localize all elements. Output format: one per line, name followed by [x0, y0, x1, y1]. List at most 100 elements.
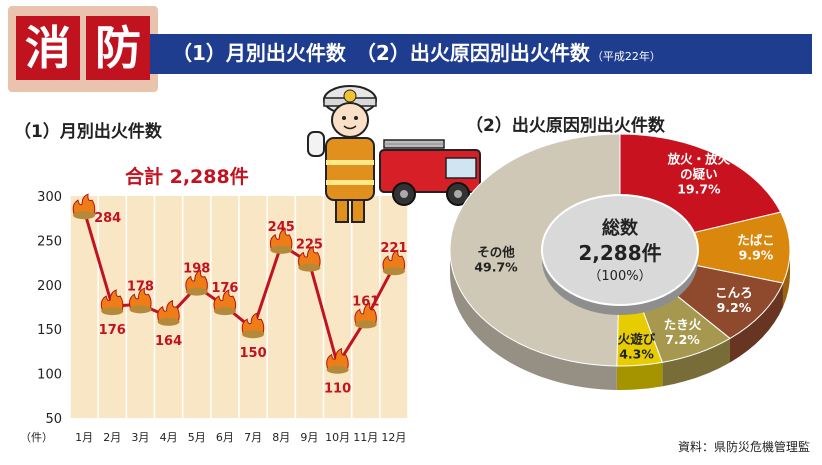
x-tick-label: 8月 [272, 431, 290, 444]
pie-slice-label: たばこ [737, 232, 775, 247]
data-label: 164 [155, 334, 182, 349]
y-tick-label: 50 [45, 412, 62, 427]
pie-slice-label: 49.7% [474, 260, 518, 275]
data-point [382, 249, 406, 276]
pie-slice-label: こんろ [715, 285, 753, 300]
firefighter-illustration [307, 85, 481, 223]
x-tick-label: 5月 [188, 431, 206, 444]
data-label: 176 [99, 323, 126, 338]
flame-icon [382, 249, 406, 271]
flame-icon [72, 193, 96, 215]
data-point [354, 302, 377, 329]
flame-base [326, 365, 349, 374]
y-tick-label: 100 [37, 368, 62, 383]
header-band [150, 34, 812, 74]
x-tick-label: 9月 [300, 431, 318, 444]
x-tick-label: 10月 [325, 431, 350, 444]
header-badge: 消 防 [8, 6, 158, 92]
data-label: 198 [183, 262, 210, 277]
x-tick-label: 7月 [244, 431, 262, 444]
x-tick-label: 6月 [216, 431, 234, 444]
data-point [100, 289, 124, 316]
header-year: （平成22年） [591, 50, 661, 63]
data-point [269, 228, 293, 254]
flame-icon [354, 302, 377, 324]
flame-icon [185, 269, 208, 292]
flame-icon [100, 289, 124, 311]
y-unit-label: （件） [20, 431, 53, 444]
pie-slice-side [782, 250, 790, 308]
x-tick-label: 11月 [353, 431, 378, 444]
data-label: 150 [240, 346, 267, 361]
source-note: 資料：県防災危機管理監 [677, 440, 810, 454]
pie-slice-label: 9.2% [717, 300, 752, 315]
x-tick-label: 3月 [131, 431, 149, 444]
pie-slice [619, 211, 791, 284]
flame-base [157, 317, 180, 326]
data-label: 245 [268, 220, 295, 235]
header-title: （1）月別出火件数 （2）出火原因別出火件数 （平成22年） [172, 38, 661, 72]
y-tick-label: 150 [37, 323, 62, 338]
pie-slice-label: 4.3% [619, 346, 654, 361]
flame-base [185, 287, 208, 296]
pie-slice-label: の疑い [680, 166, 718, 181]
data-label: 225 [296, 238, 323, 253]
fire-engine-icon [379, 139, 481, 206]
donut-center [541, 194, 699, 306]
data-point [298, 245, 321, 272]
data-point [326, 347, 349, 374]
y-tick-label: 300 [37, 190, 62, 205]
flame-base [382, 267, 405, 276]
section2-title: （2）出火原因別出火件数 [466, 116, 665, 136]
flame-base [242, 330, 265, 339]
data-point [72, 193, 96, 220]
donut-center-label: 総数 [602, 217, 639, 239]
data-label: 176 [211, 281, 238, 296]
pie-slice [449, 133, 621, 367]
flame-base [101, 307, 124, 316]
flame-icon [326, 347, 349, 370]
flame-icon [269, 228, 293, 250]
header-kanji-2: 防 [86, 16, 150, 80]
flame-base [129, 305, 152, 314]
data-label: 221 [380, 241, 407, 256]
header-title-text: （1）月別出火件数 （2）出火原因別出火件数 [172, 41, 590, 65]
pie-slice-label: 9.9% [739, 247, 774, 262]
data-label: 110 [324, 382, 351, 397]
donut-center-value: 2,288件 [578, 241, 661, 265]
pie-slice-label: たき火 [664, 317, 702, 332]
data-point [185, 269, 208, 296]
section1-title: （1）月別出火件数 [14, 122, 162, 142]
data-label: 178 [127, 279, 154, 294]
data-label: 161 [352, 294, 379, 309]
firefighter-icon [307, 85, 377, 223]
y-tick-label: 250 [37, 234, 62, 249]
data-label: 284 [94, 211, 121, 226]
flame-icon [129, 287, 152, 309]
pie-slice-side [450, 250, 617, 390]
flame-base [73, 211, 96, 220]
flame-icon [157, 300, 180, 322]
flame-icon [241, 312, 265, 334]
pie-slice-side [616, 362, 663, 391]
flame-base [298, 263, 321, 272]
x-tick-label: 2月 [103, 431, 121, 444]
data-point [129, 287, 152, 314]
flame-base [354, 320, 377, 329]
pie-slice-label: 放火・放火 [667, 151, 731, 166]
x-tick-label: 1月 [75, 431, 93, 444]
flame-base [270, 245, 293, 254]
pie-slice-label: その他 [477, 245, 515, 260]
x-tick-label: 12月 [381, 431, 406, 444]
flame-icon [298, 245, 321, 268]
total-label: 合計 2,288件 [125, 166, 249, 188]
pie-slice-side [729, 283, 783, 363]
data-point [213, 289, 237, 316]
pie-slice-label: 19.7% [677, 181, 721, 196]
data-point [241, 312, 265, 339]
monthly-fire-line-chart: 50 100 150 200 250 300 （件） 1月 2月 3月 4月 5月 6月 7月 8月 9月 10… [20, 190, 409, 444]
x-tick-label: 4月 [160, 431, 178, 444]
data-point [157, 300, 180, 326]
pie-slice-side [662, 338, 730, 387]
